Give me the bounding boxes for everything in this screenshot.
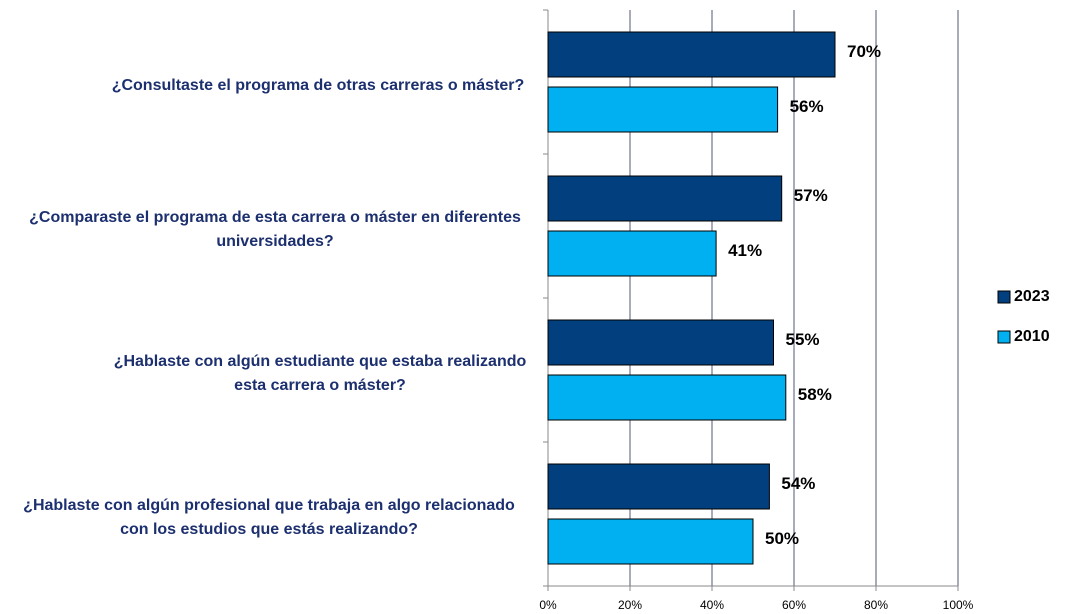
bar [547,175,783,222]
value-label: 41% [728,241,762,260]
legend-label: 2023 [1014,288,1050,305]
x-tick-label: 80% [864,598,888,612]
bar [547,319,774,366]
value-label: 54% [781,474,815,493]
x-tick-label: 100% [943,598,974,612]
legend-swatch [997,290,1011,304]
category-label: ¿Comparaste el programa de esta carrera … [29,209,521,250]
x-tick-label: 20% [618,598,642,612]
value-label: 57% [794,186,828,205]
category-label: ¿Consultaste el programa de otras carrer… [111,77,525,94]
legend-swatch [997,330,1011,344]
bar [547,31,836,78]
category-label: ¿Hablaste con algún profesional que trab… [23,497,515,538]
bar [547,230,717,277]
x-tick-label: 40% [700,598,724,612]
value-label: 50% [765,529,799,548]
bar [547,86,779,133]
value-label: 58% [798,385,832,404]
value-label: 70% [847,42,881,61]
x-tick-label: 0% [539,598,557,612]
legend-label: 2010 [1014,328,1050,345]
value-label: 55% [786,330,820,349]
value-label: 56% [790,97,824,116]
bar [547,374,787,421]
category-label: ¿Hablaste con algún estudiante que estab… [113,353,527,394]
bar [547,463,770,510]
x-tick-label: 60% [782,598,806,612]
bar [547,518,754,565]
